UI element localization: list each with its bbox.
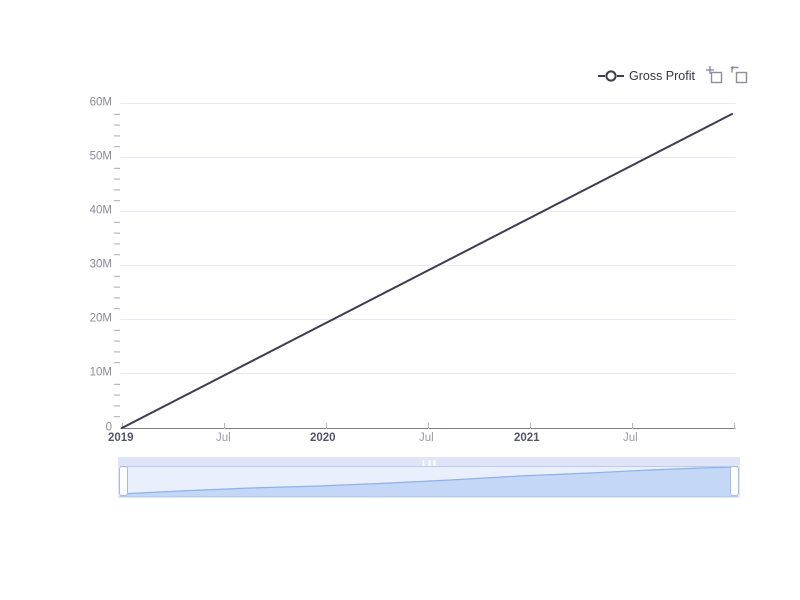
x-axis-label-2020: 2020 (310, 432, 336, 444)
range-selector-handle-right[interactable] (730, 466, 739, 496)
range-selector-grip[interactable] (422, 459, 436, 466)
legend-marker-icon (598, 70, 624, 82)
series-gross-profit[interactable] (121, 113, 733, 429)
reset-pane-icon[interactable] (730, 66, 748, 84)
y-axis-minor-ticks (114, 113, 120, 418)
y-axis-label-0: 0 (105, 421, 112, 434)
x-axis-label-jul-2020: Jul (419, 432, 434, 444)
y-axis-label-60m: 60M (89, 96, 112, 109)
range-selector[interactable] (118, 457, 740, 498)
x-axis-label-jul-2019: Jul (216, 432, 231, 444)
gridlines (120, 103, 736, 374)
chart-legend: Gross Profit (598, 66, 695, 86)
x-axis-label-jul-2021: Jul (623, 432, 638, 444)
y-axis-label-50m: 50M (89, 150, 112, 163)
x-axis-label-2019: 2019 (108, 432, 134, 444)
y-axis-label-20m: 20M (89, 312, 112, 325)
pane-toolbar (705, 66, 748, 84)
y-axis-label-10m: 10M (89, 366, 112, 379)
add-pane-icon[interactable] (705, 66, 723, 84)
legend-item-gross-profit[interactable]: Gross Profit (598, 69, 695, 83)
range-selector-handle-left[interactable] (119, 466, 128, 496)
y-axis-label-30m: 30M (89, 258, 112, 271)
x-axis-label-2021: 2021 (514, 432, 540, 444)
legend-item-label: Gross Profit (629, 68, 695, 83)
y-axis-label-40m: 40M (89, 204, 112, 217)
